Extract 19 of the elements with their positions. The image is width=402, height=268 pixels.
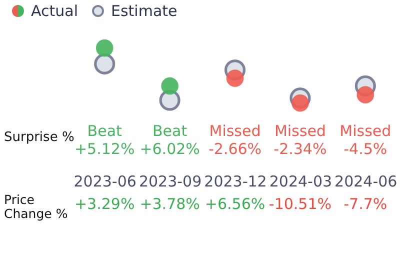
text: -10.51% <box>268 195 332 213</box>
x-tick-label: 2024-06 <box>334 172 398 190</box>
y-axis-title: Surprise % <box>4 130 74 145</box>
text: Missed -2.34% <box>274 122 327 158</box>
text: +3.78% <box>140 195 200 213</box>
text: Beat +6.02% <box>140 122 200 158</box>
text: -7.7% <box>344 195 388 213</box>
text: +3.29% <box>74 195 135 213</box>
text: Missed -2.66% <box>208 122 262 158</box>
x-tick-label: 2024-03 <box>269 172 332 190</box>
x-tick-label: 2023-06 <box>74 172 136 190</box>
text: Beat +5.12% <box>74 122 135 158</box>
text: Price Change % <box>4 192 69 221</box>
x-tick-label: 2023-12 <box>204 172 267 190</box>
x-tick-label: 2023-09 <box>138 172 202 190</box>
text: +6.56% <box>204 195 266 213</box>
text: Missed -4.5% <box>340 122 392 158</box>
legend-label: Actual <box>31 2 78 20</box>
legend-label: Estimate <box>111 2 178 20</box>
